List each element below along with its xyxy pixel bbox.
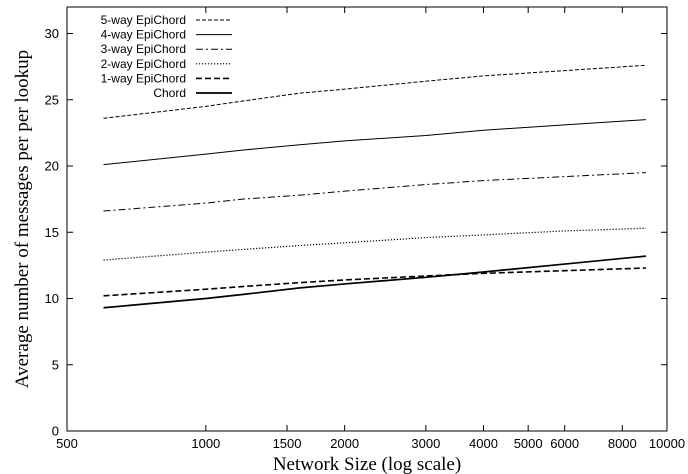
legend-label: 1-way EpiChord (101, 71, 186, 85)
legend-label: 3-way EpiChord (101, 42, 186, 56)
y-tick-label: 5 (52, 357, 59, 372)
legend-label: 4-way EpiChord (101, 28, 186, 42)
x-axis: 500 1000 1500 2000 3000 4000 5000 6000 8000 10000 (56, 7, 685, 451)
x-tick-label: 10000 (649, 436, 685, 451)
y-tick-label: 10 (45, 291, 59, 306)
x-tick-label: 1000 (191, 436, 220, 451)
legend-label: Chord (153, 86, 186, 100)
y-tick-label: 30 (45, 26, 59, 41)
x-tick-label: 6000 (550, 436, 579, 451)
y-axis: 0 5 10 15 20 25 30 (45, 26, 667, 439)
legend-label: 2-way EpiChord (101, 57, 186, 71)
plot-frame (66, 6, 668, 432)
x-tick-label: 2000 (330, 436, 359, 451)
y-tick-label: 15 (45, 225, 59, 240)
series-line-6 (103, 255, 646, 309)
series-line-2 (103, 119, 646, 166)
series-line-3 (103, 172, 646, 212)
x-tick-label: 8000 (608, 436, 637, 451)
y-axis-title: Average number of messages per per looku… (12, 50, 33, 388)
y-tick-label: 20 (45, 159, 59, 174)
y-tick-label: 0 (52, 424, 59, 439)
series-layer (103, 64, 646, 309)
x-tick-label: 1500 (273, 436, 302, 451)
x-tick-label: 4000 (469, 436, 498, 451)
x-axis-title: Network Size (log scale) (273, 454, 461, 474)
x-tick-label: 500 (56, 436, 78, 451)
legend-label: 5-way EpiChord (101, 13, 186, 27)
series-line-1 (103, 64, 646, 119)
y-tick-label: 25 (45, 92, 59, 107)
x-tick-label: 5000 (514, 436, 543, 451)
series-line-5 (103, 267, 646, 297)
series-line-4 (103, 227, 646, 261)
x-tick-label: 3000 (411, 436, 440, 451)
